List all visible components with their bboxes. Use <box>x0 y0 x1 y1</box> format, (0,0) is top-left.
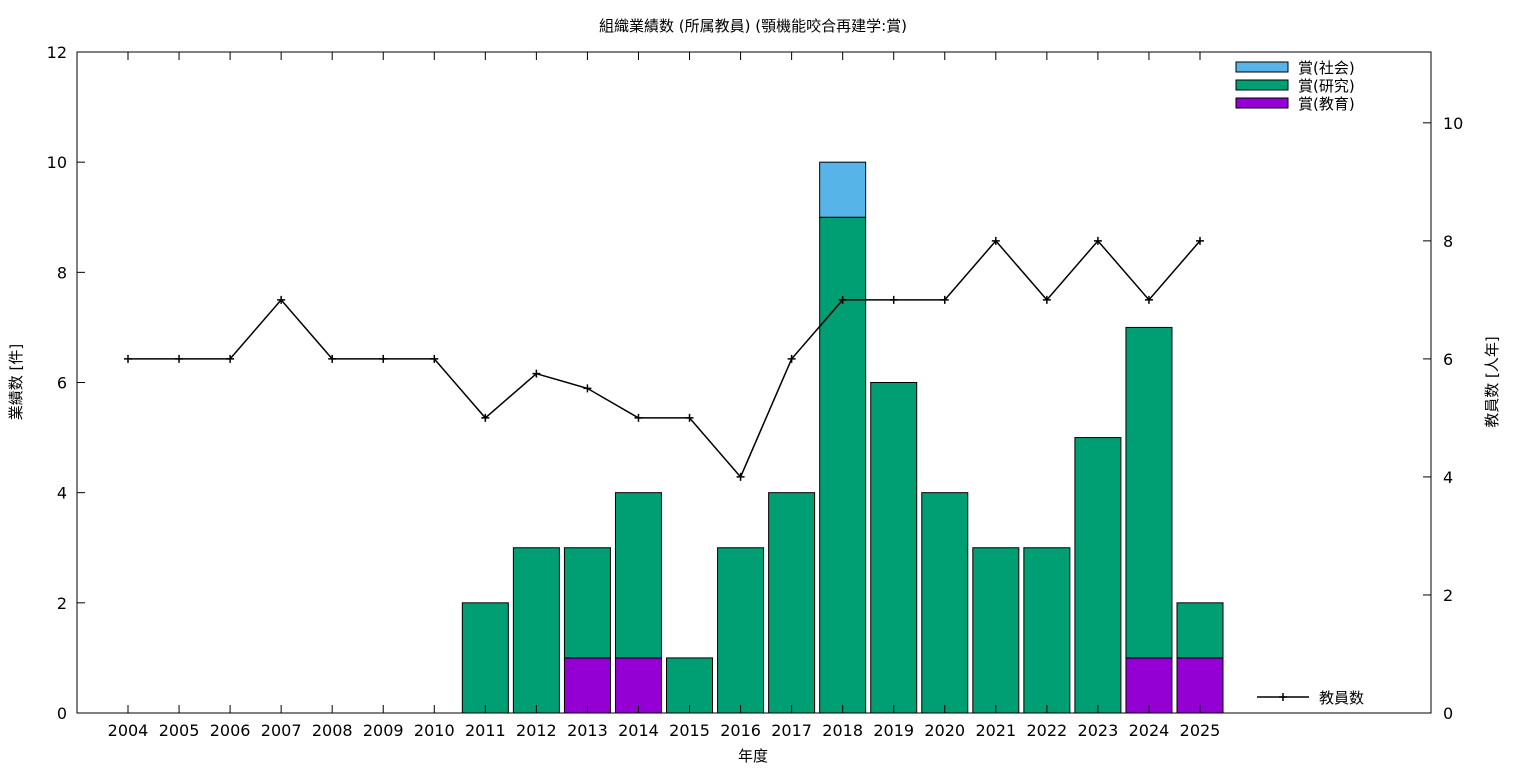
line-point-2006 <box>226 354 235 363</box>
line-point-2014 <box>634 413 643 422</box>
y-tick-label: 2 <box>57 594 67 613</box>
legend-label: 賞(社会) <box>1298 59 1355 77</box>
x-tick-label: 2019 <box>873 721 914 740</box>
y-tick-label: 4 <box>57 484 67 503</box>
legend: 賞(社会)賞(研究)賞(教育) 教員数 <box>1235 59 1364 707</box>
line-point-2007 <box>277 295 286 304</box>
x-tick-label: 2022 <box>1026 721 1067 740</box>
bar-2022-賞(研究) <box>1023 547 1071 714</box>
y-axis-title: 業績数 [件] <box>7 344 25 420</box>
bar-2018-賞(社会) <box>819 161 867 218</box>
y-tick-label: 6 <box>57 374 67 393</box>
y2-tick-label: 4 <box>1443 468 1453 487</box>
bars-layer <box>461 161 1224 714</box>
x-tick-label: 2018 <box>822 721 863 740</box>
line-point-2010 <box>430 354 439 363</box>
line-point-2004 <box>124 354 132 363</box>
x-tick-label: 2012 <box>516 721 557 740</box>
chart-title: 組織業績数 (所属教員) (顎機能咬合再建学:賞) <box>599 17 907 35</box>
legend-swatch-賞(社会) <box>1235 61 1289 73</box>
line-point-2017 <box>787 354 796 363</box>
bar-2016-賞(研究) <box>717 547 765 714</box>
y2-tick-label: 6 <box>1443 350 1453 369</box>
x-tick-label: 2005 <box>159 721 200 740</box>
x-tick-label: 2020 <box>924 721 965 740</box>
x-tick-label: 2024 <box>1129 721 1170 740</box>
y2-tick-label: 0 <box>1443 704 1453 723</box>
line-point-2011 <box>481 413 490 422</box>
axes-layer: 0 2 4 6 8 10 12 0 2 4 6 8 10 2004 2005 2006 2007 2008 2009… <box>47 43 1464 740</box>
legend-line-marker <box>1279 693 1287 701</box>
y2-tick-label: 8 <box>1443 232 1453 251</box>
y-tick-label: 10 <box>47 153 67 172</box>
x-tick-label: 2025 <box>1180 721 1221 740</box>
line-point-2008 <box>328 354 337 363</box>
legend-swatch-賞(教育) <box>1235 97 1289 109</box>
line-teachers <box>128 239 1201 479</box>
x-tick-label: 2021 <box>975 721 1016 740</box>
x-tick-label: 2013 <box>567 721 608 740</box>
bar-2014-賞(研究) <box>614 492 662 659</box>
y2-axis-title: 教員数 [人年] <box>1483 336 1501 427</box>
line-point-2013 <box>583 384 592 393</box>
x-tick-label: 2023 <box>1078 721 1119 740</box>
line-point-2022 <box>1042 295 1051 304</box>
bar-2014-賞(教育) <box>614 657 662 714</box>
line-point-2016 <box>736 472 745 481</box>
x-tick-label: 2011 <box>465 721 506 740</box>
bar-2013-賞(研究) <box>563 547 611 659</box>
legend-swatch-賞(研究) <box>1235 79 1289 91</box>
bar-2025-賞(教育) <box>1176 657 1224 714</box>
legend-label: 賞(研究) <box>1298 77 1355 95</box>
legend-label: 賞(教育) <box>1298 95 1355 113</box>
line-layer <box>124 236 1204 481</box>
x-tick-label: 2014 <box>618 721 659 740</box>
y2-tick-label: 10 <box>1443 114 1463 133</box>
x-tick-label: 2017 <box>771 721 812 740</box>
bar-2024-賞(教育) <box>1125 657 1173 714</box>
x-tick-label: 2008 <box>312 721 353 740</box>
line-point-2018 <box>838 295 847 304</box>
bar-2023-賞(研究) <box>1074 437 1122 714</box>
bar-2012-賞(研究) <box>512 547 560 714</box>
bar-2013-賞(教育) <box>563 657 611 714</box>
x-tick-label: 2007 <box>261 721 302 740</box>
x-tick-label: 2015 <box>669 721 710 740</box>
line-point-2023 <box>1093 236 1102 245</box>
x-tick-label: 2010 <box>414 721 455 740</box>
bar-2021-賞(研究) <box>972 547 1020 714</box>
bar-2019-賞(研究) <box>870 382 918 714</box>
line-point-2020 <box>940 295 949 304</box>
line-point-2012 <box>532 369 541 378</box>
y-tick-label: 12 <box>47 43 67 62</box>
bar-2020-賞(研究) <box>921 492 969 714</box>
line-point-2025 <box>1196 236 1204 245</box>
x-axis-title: 年度 <box>738 747 768 765</box>
line-point-2024 <box>1144 295 1153 304</box>
y2-tick-label: 2 <box>1443 586 1453 605</box>
line-point-2021 <box>991 236 1000 245</box>
bar-2011-賞(研究) <box>461 602 509 714</box>
bar-2017-賞(研究) <box>768 492 816 714</box>
x-tick-label: 2009 <box>363 721 404 740</box>
y-tick-label: 0 <box>57 704 67 723</box>
line-point-2019 <box>889 295 898 304</box>
x-tick-label: 2006 <box>210 721 251 740</box>
line-point-2015 <box>685 413 694 422</box>
legend-label: 教員数 <box>1319 689 1364 707</box>
bar-2018-賞(研究) <box>819 216 867 714</box>
bar-2024-賞(研究) <box>1125 326 1173 659</box>
y-tick-label: 8 <box>57 263 67 282</box>
line-point-2005 <box>175 354 184 363</box>
x-tick-label: 2016 <box>720 721 761 740</box>
x-tick-label: 2004 <box>108 721 149 740</box>
line-point-2009 <box>379 354 388 363</box>
bar-2015-賞(研究) <box>666 657 714 714</box>
bar-2025-賞(研究) <box>1176 602 1224 659</box>
